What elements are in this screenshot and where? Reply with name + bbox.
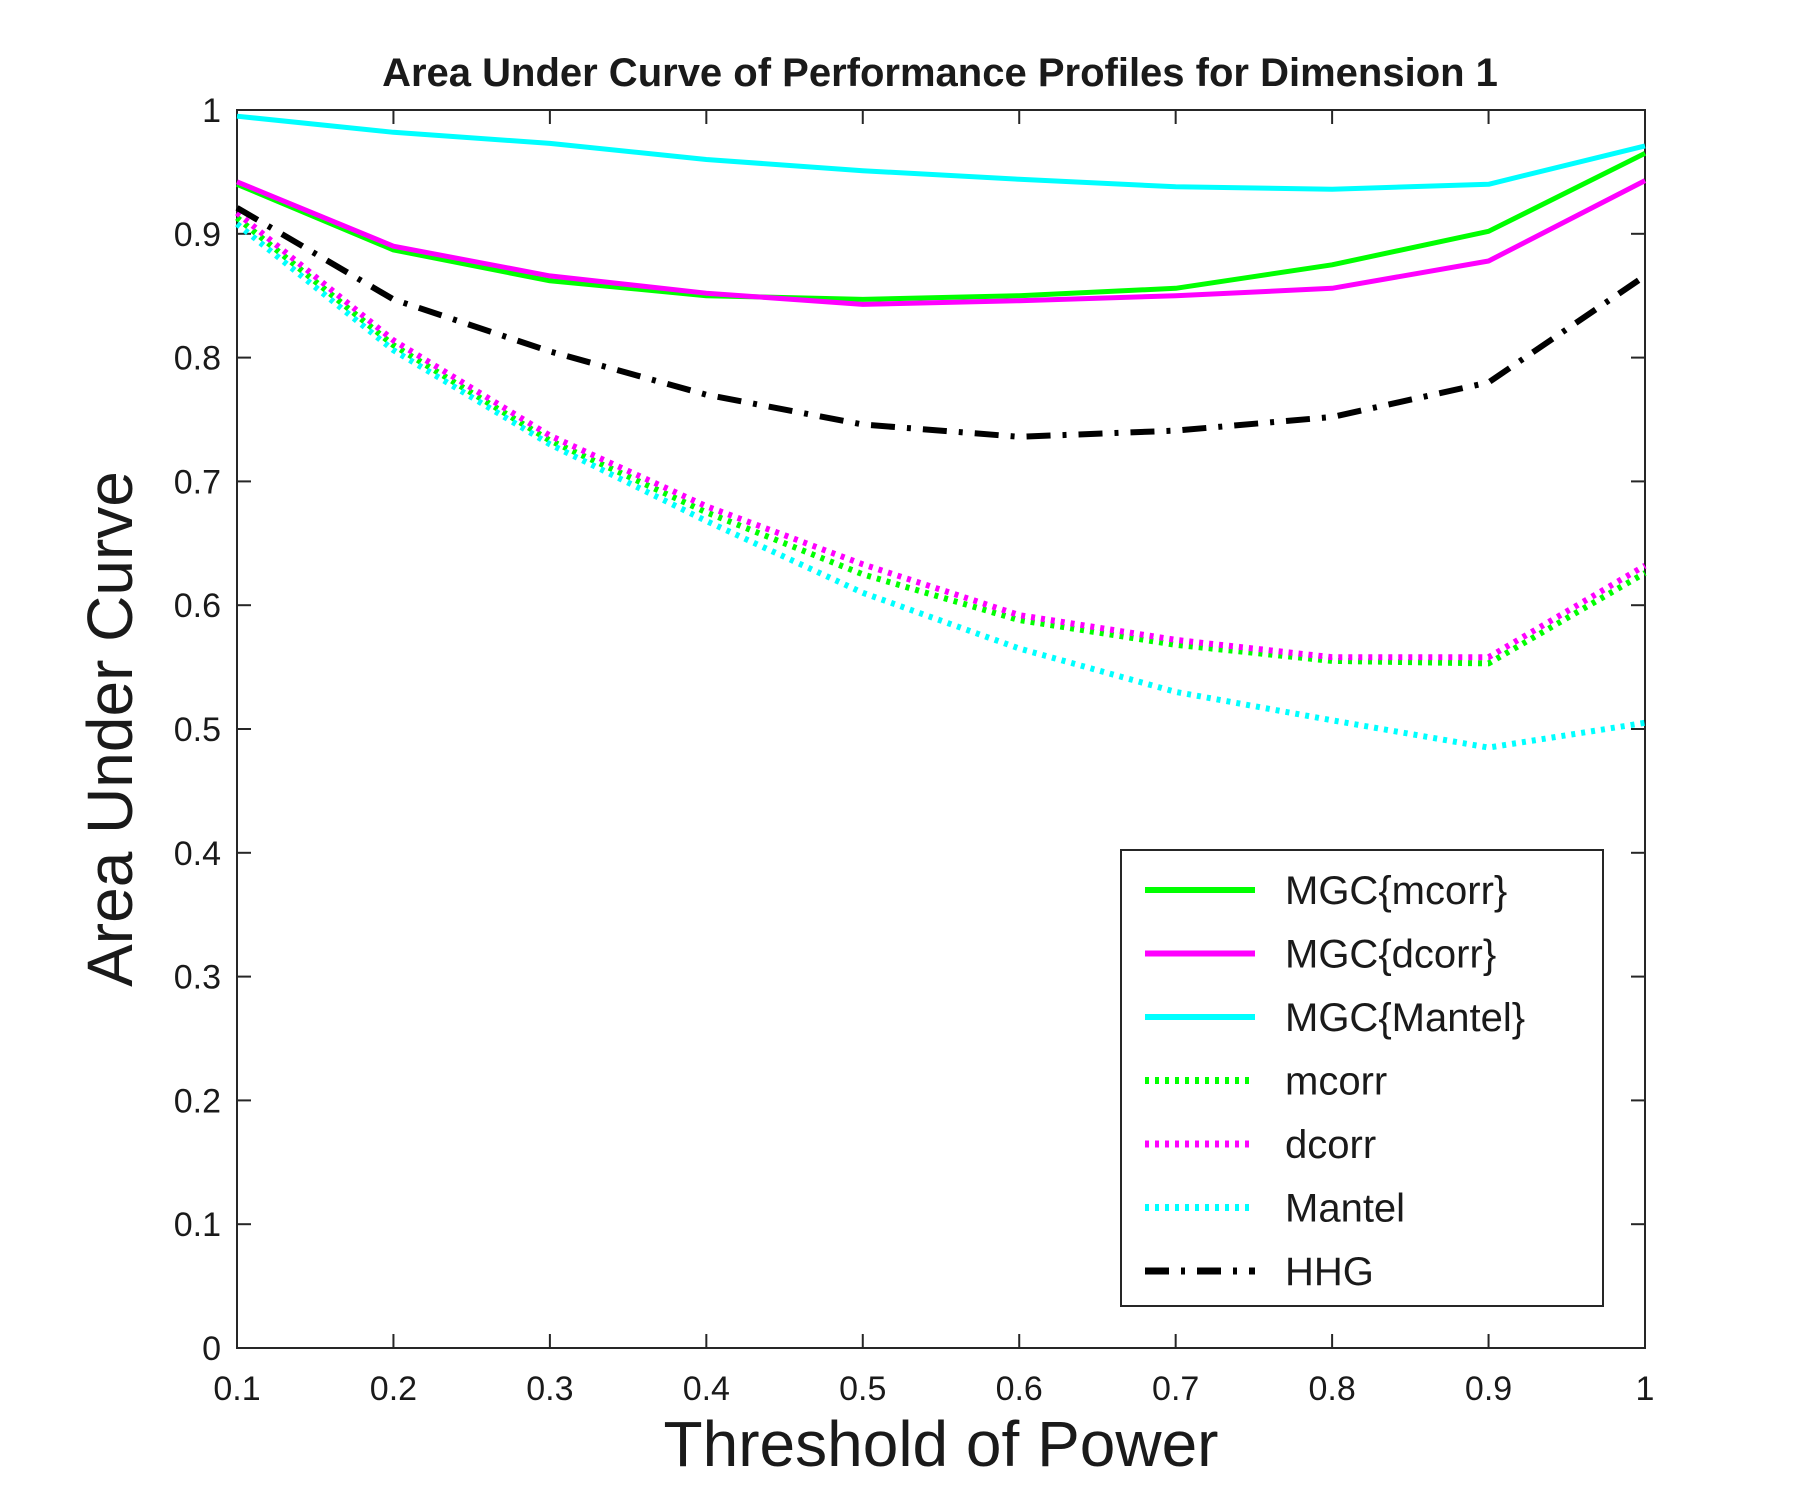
y-tick-label: 0.2 [174, 1082, 221, 1120]
y-tick-label: 0.3 [174, 959, 221, 997]
legend-label: mcorr [1285, 1060, 1387, 1104]
series-line-dcorr [235, 210, 1647, 661]
x-tick-label: 0.8 [1308, 1370, 1355, 1408]
y-tick-label: 0.4 [174, 835, 221, 873]
y-tick-label: 0 [202, 1330, 221, 1368]
legend-box [1120, 849, 1604, 1307]
series-line-mgc-dcorr [236, 178, 1647, 307]
y-tick-label: 0.7 [174, 463, 221, 501]
legend-label: MGC{mcorr} [1285, 869, 1507, 913]
y-tick-label: 0.8 [174, 340, 221, 378]
legend: MGC{mcorr} MGC{dcorr} MGC{Mantel} mcorr dcor… [1120, 849, 1604, 1307]
x-tick-label: 0.3 [526, 1370, 573, 1408]
y-tick-label: 0.5 [174, 711, 221, 749]
x-tick-label: 0.1 [213, 1370, 260, 1408]
series-layer [235, 113, 1647, 751]
series-line-mgc-mcorr [236, 151, 1647, 302]
x-tick-label: 0.4 [683, 1370, 730, 1408]
x-tick-label: 0.6 [996, 1370, 1043, 1408]
x-tick-label: 0.2 [370, 1370, 417, 1408]
legend-label: MGC{dcorr} [1285, 933, 1496, 977]
x-tick-label: 1 [1636, 1370, 1655, 1408]
y-tick-label: 1 [202, 92, 221, 130]
x-tick-label: 0.9 [1465, 1370, 1512, 1408]
series-line-mcorr [235, 215, 1647, 667]
series-line-mgc-mantel [236, 113, 1646, 192]
legend-label: dcorr [1285, 1123, 1376, 1167]
series-line-hhg [235, 205, 1647, 440]
x-tick-label: 0.7 [1152, 1370, 1199, 1408]
chart-title: Area Under Curve of Performance Profiles… [382, 51, 1498, 95]
y-tick-label: 0.9 [174, 216, 221, 254]
y-tick-label: 0.6 [174, 587, 221, 625]
legend-label: HHG [1285, 1250, 1374, 1294]
y-axis-label: Area Under Curve [74, 471, 146, 987]
y-tick-label: 0.1 [174, 1206, 221, 1244]
legend-label: Mantel [1285, 1187, 1405, 1231]
axis-ticks: 0.1 0.2 0.3 0.4 0.5 0.6 0.7 0.8 0.9 100.10.20.30.… [174, 92, 1655, 1408]
x-tick-label: 0.5 [839, 1370, 886, 1408]
x-axis-label: Threshold of Power [664, 1408, 1219, 1480]
legend-label: MGC{Mantel} [1285, 996, 1525, 1040]
series-line-mantel [235, 221, 1646, 751]
